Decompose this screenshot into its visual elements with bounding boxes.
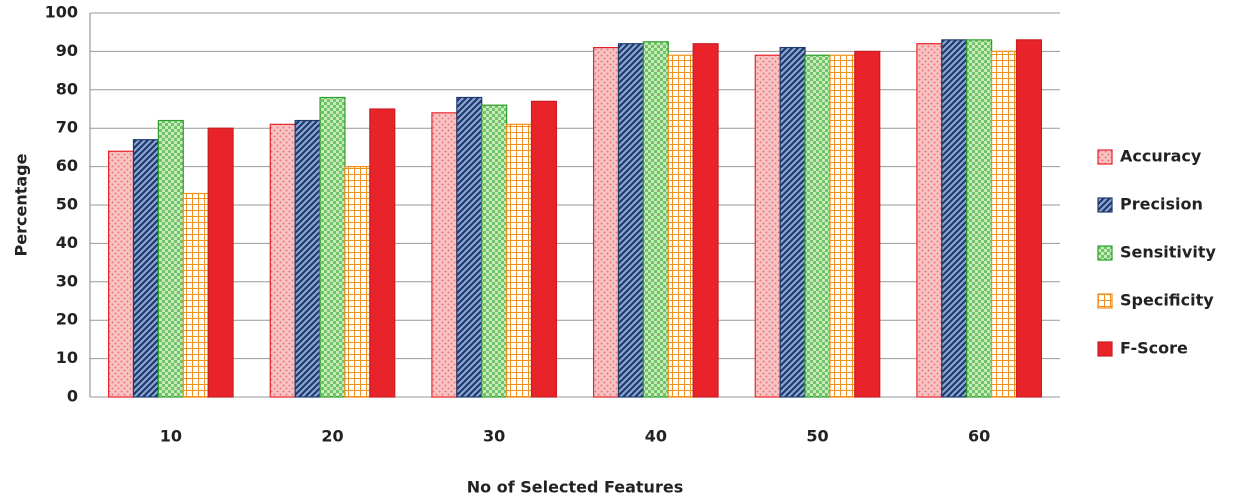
bar	[506, 123, 533, 398]
bar	[269, 123, 296, 398]
bar	[294, 119, 321, 398]
bar	[431, 112, 458, 398]
x-tick-label: 30	[483, 427, 505, 446]
y-tick-label: 30	[56, 271, 78, 290]
y-tick-label: 50	[56, 195, 78, 214]
bar	[642, 41, 669, 398]
bar	[1015, 39, 1043, 398]
y-tick-label: 60	[56, 156, 78, 175]
bar	[854, 50, 881, 398]
x-tick-label: 50	[806, 427, 828, 446]
bar	[754, 54, 781, 398]
x-tick-label: 10	[160, 427, 182, 446]
x-tick-label: 40	[645, 427, 667, 446]
bar	[369, 108, 396, 398]
y-tick-label: 80	[56, 79, 78, 98]
legend-label: Precision	[1120, 195, 1203, 214]
bar	[530, 100, 558, 398]
bar	[617, 43, 644, 398]
bar	[182, 192, 209, 398]
legend-label: Specificity	[1120, 291, 1214, 310]
bar	[319, 96, 346, 398]
y-tick-label: 10	[56, 348, 78, 367]
legend-label: F-Score	[1120, 339, 1188, 358]
bar	[157, 119, 184, 398]
y-tick-label: 0	[67, 387, 78, 406]
bar	[207, 127, 234, 398]
legend-swatch	[1097, 245, 1113, 261]
legend-label: Sensitivity	[1120, 243, 1216, 262]
bar	[779, 46, 806, 398]
bar	[966, 39, 993, 398]
y-tick-label: 70	[56, 118, 78, 137]
y-tick-label: 90	[56, 41, 78, 60]
bar	[107, 150, 135, 398]
bar	[804, 54, 831, 398]
legend-swatch	[1097, 149, 1113, 165]
legend-swatch	[1097, 341, 1113, 357]
x-tick-label: 60	[968, 427, 990, 446]
bar	[829, 54, 856, 398]
legend-swatch	[1097, 197, 1113, 213]
bar	[132, 139, 159, 398]
bar	[692, 43, 719, 398]
bar	[916, 43, 943, 398]
bar	[344, 166, 371, 398]
x-axis-label: No of Selected Features	[467, 478, 683, 497]
y-tick-label: 40	[56, 233, 78, 252]
y-axis-label: Percentage	[12, 153, 31, 256]
bar	[991, 50, 1018, 398]
y-tick-label: 20	[56, 310, 78, 329]
bar	[456, 96, 483, 398]
bar	[667, 54, 694, 398]
bar	[481, 104, 508, 398]
y-tick-label: 100	[45, 3, 78, 22]
legend-label: Accuracy	[1120, 147, 1202, 166]
bar	[941, 39, 968, 398]
legend-swatch	[1097, 293, 1113, 309]
bar	[592, 46, 620, 398]
x-tick-label: 20	[321, 427, 343, 446]
